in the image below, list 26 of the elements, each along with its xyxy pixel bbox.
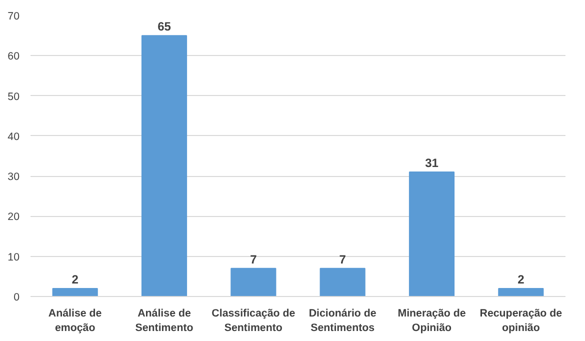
data-label: 7 [339, 252, 346, 266]
data-label: 65 [158, 20, 172, 34]
x-tick-label: Análise de emoção [48, 308, 102, 334]
data-label: 31 [425, 156, 439, 170]
bar [141, 35, 188, 296]
bar [230, 268, 276, 296]
data-label: 2 [72, 272, 79, 286]
data-label: 7 [250, 252, 258, 266]
y-tick-label: 10 [8, 251, 20, 264]
y-tick-label: 60 [8, 50, 20, 63]
y-tick-label: 50 [8, 90, 20, 103]
x-tick-label: Análise de Sentimento [135, 308, 194, 334]
x-tick-label: Mineração de Opinião [398, 308, 466, 334]
bar [408, 172, 455, 296]
x-tick-label: Recuperação de opinião [480, 308, 562, 334]
bar [52, 288, 98, 296]
data-label: 2 [518, 272, 525, 286]
bar [498, 288, 544, 296]
y-tick-label: 70 [8, 10, 20, 22]
y-tick-label: 20 [8, 211, 20, 224]
y-tick-label: 40 [8, 130, 20, 143]
y-tick-label: 0 [14, 292, 20, 304]
x-tick-label: Classificação de Sentimento [212, 308, 296, 334]
x-tick-label: Dicionário de Sentimentos [308, 308, 376, 334]
bar [320, 268, 366, 296]
y-tick-label: 30 [8, 171, 20, 184]
